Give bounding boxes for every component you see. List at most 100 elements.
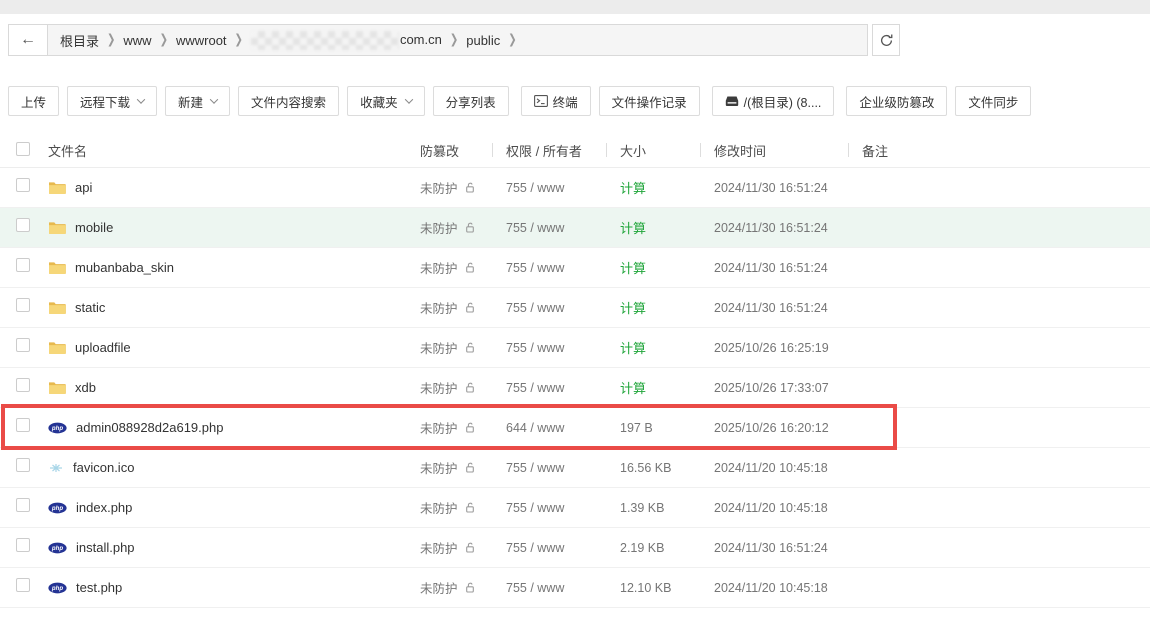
crumb-wwwroot[interactable]: wwwroot	[175, 32, 227, 48]
permission-owner: 755 / www	[506, 380, 565, 395]
row-checkbox[interactable]	[16, 178, 30, 192]
svg-text:php: php	[51, 545, 63, 552]
chevron-right-icon: ❯	[508, 32, 517, 48]
file-size: 1.39 KB	[620, 500, 665, 515]
toolbar-button-label: 分享列表	[445, 95, 496, 110]
file-name-link[interactable]: mubanbaba_skin	[75, 260, 175, 275]
crumb-domain[interactable]: com.cn	[250, 30, 442, 50]
svg-text:php: php	[51, 585, 63, 592]
select-all-checkbox[interactable]	[16, 141, 30, 156]
permission-owner: 644 / www	[506, 420, 565, 435]
file-name-link[interactable]: api	[75, 180, 93, 195]
file-name-link[interactable]: favicon.ico	[73, 460, 135, 475]
toolbar-button-label: 文件内容搜索	[251, 95, 327, 110]
crumb-public[interactable]: public	[466, 32, 501, 48]
chevron-down-icon	[209, 95, 219, 104]
column-header-filename: 文件名	[48, 143, 88, 159]
upload-button[interactable]: 上传	[8, 86, 60, 116]
file-name-link[interactable]: test.php	[76, 580, 123, 595]
table-row[interactable]: static 未防护 755 / www 计算 2024/11/30 16:51…	[0, 288, 1150, 328]
unlock-icon	[464, 421, 476, 434]
row-checkbox[interactable]	[16, 538, 30, 552]
unlock-icon	[464, 301, 476, 314]
file-name-link[interactable]: index.php	[76, 500, 133, 515]
chevron-right-icon: ❯	[107, 32, 116, 48]
row-checkbox[interactable]	[16, 578, 30, 592]
root-disk-button[interactable]: /(根目录) (8....	[711, 86, 835, 116]
enterprise-tamper-proof-button[interactable]: 企业级防篡改	[846, 86, 948, 116]
file-size: 2.19 KB	[620, 540, 665, 555]
toolbar-button-label: 上传	[21, 95, 47, 110]
row-checkbox[interactable]	[16, 498, 30, 512]
back-button[interactable]: ←	[9, 25, 48, 55]
table-row[interactable]: api 未防护 755 / www 计算 2024/11/30 16:51:24	[0, 168, 1150, 208]
modified-time: 2024/11/20 10:45:18	[714, 500, 828, 515]
new-button[interactable]: 新建	[165, 86, 231, 116]
file-name-link[interactable]: xdb	[75, 380, 96, 395]
folder-icon	[48, 380, 66, 395]
tamper-status: 未防护	[420, 502, 458, 516]
modified-time: 2024/11/20 10:45:18	[714, 460, 828, 475]
chevron-right-icon: ❯	[159, 32, 168, 48]
modified-time: 2025/10/26 16:20:12	[714, 420, 829, 435]
table-row[interactable]: php test.php 未防护 755 / www 12.10 KB 2024…	[0, 568, 1150, 608]
file-name-link[interactable]: static	[75, 300, 106, 315]
folder-icon	[48, 300, 66, 315]
remote-download-button[interactable]: 远程下载	[67, 86, 158, 116]
row-checkbox[interactable]	[16, 218, 30, 232]
row-checkbox[interactable]	[16, 378, 30, 392]
calculate-size-link[interactable]: 计算	[620, 380, 647, 396]
calculate-size-link[interactable]: 计算	[620, 300, 647, 316]
permission-owner: 755 / www	[506, 540, 565, 555]
modified-time: 2024/11/30 16:51:24	[714, 540, 828, 555]
top-strip	[0, 0, 1150, 14]
row-checkbox[interactable]	[16, 298, 30, 312]
crumb-www[interactable]: www	[123, 32, 152, 48]
modified-time: 2024/11/30 16:51:24	[714, 220, 828, 235]
tamper-status: 未防护	[420, 182, 458, 196]
table-row[interactable]: favicon.ico 未防护 755 / www 16.56 KB 2024/…	[0, 448, 1150, 488]
table-row[interactable]: mobile 未防护 755 / www 计算 2024/11/30 16:51…	[0, 208, 1150, 248]
table-row[interactable]: php admin088928d2a619.php 未防护 644 / www …	[0, 408, 1150, 448]
row-checkbox[interactable]	[16, 258, 30, 272]
terminal-button[interactable]: 终端	[520, 86, 591, 116]
terminal-icon	[533, 95, 548, 107]
file-name-link[interactable]: uploadfile	[75, 340, 131, 355]
calculate-size-link[interactable]: 计算	[620, 260, 647, 276]
column-header-size: 大小	[620, 141, 714, 160]
table-row[interactable]: uploadfile 未防护 755 / www 计算 2025/10/26 1…	[0, 328, 1150, 368]
modified-time: 2024/11/30 16:51:24	[714, 300, 828, 315]
table-row[interactable]: xdb 未防护 755 / www 计算 2025/10/26 17:33:07	[0, 368, 1150, 408]
tamper-status: 未防护	[420, 342, 458, 356]
share-list-button[interactable]: 分享列表	[432, 86, 509, 116]
file-name-link[interactable]: admin088928d2a619.php	[76, 420, 224, 435]
row-checkbox[interactable]	[16, 338, 30, 352]
calculate-size-link[interactable]: 计算	[620, 340, 647, 356]
refresh-button[interactable]	[872, 24, 900, 56]
file-sync-button[interactable]: 文件同步	[955, 86, 1032, 116]
favorites-button[interactable]: 收藏夹	[347, 86, 425, 116]
file-name-link[interactable]: mobile	[75, 220, 114, 235]
php-file-icon: php	[48, 502, 67, 514]
file-name-link[interactable]: install.php	[76, 540, 135, 555]
ico-file-icon	[48, 462, 64, 474]
calculate-size-link[interactable]: 计算	[620, 220, 647, 236]
unlock-icon	[464, 541, 476, 554]
permission-owner: 755 / www	[506, 340, 565, 355]
table-row[interactable]: php install.php 未防护 755 / www 2.19 KB 20…	[0, 528, 1150, 568]
tamper-status: 未防护	[420, 222, 458, 236]
file-content-search-button[interactable]: 文件内容搜索	[238, 86, 340, 116]
permission-owner: 755 / www	[506, 460, 565, 475]
crumb-root[interactable]: 根目录	[60, 33, 100, 49]
column-header-permission: 权限 / 所有者	[506, 141, 620, 160]
row-checkbox[interactable]	[16, 458, 30, 472]
toolbar-button-label: 新建	[178, 95, 204, 110]
calculate-size-link[interactable]: 计算	[620, 180, 647, 196]
table-row[interactable]: php index.php 未防护 755 / www 1.39 KB 2024…	[0, 488, 1150, 528]
file-operation-log-button[interactable]: 文件操作记录	[598, 86, 700, 116]
php-file-icon: php	[48, 422, 67, 434]
toolbar-button-label: 文件同步	[968, 95, 1019, 110]
table-row[interactable]: mubanbaba_skin 未防护 755 / www 计算 2024/11/…	[0, 248, 1150, 288]
row-checkbox[interactable]	[16, 418, 30, 432]
unlock-icon	[464, 341, 476, 354]
